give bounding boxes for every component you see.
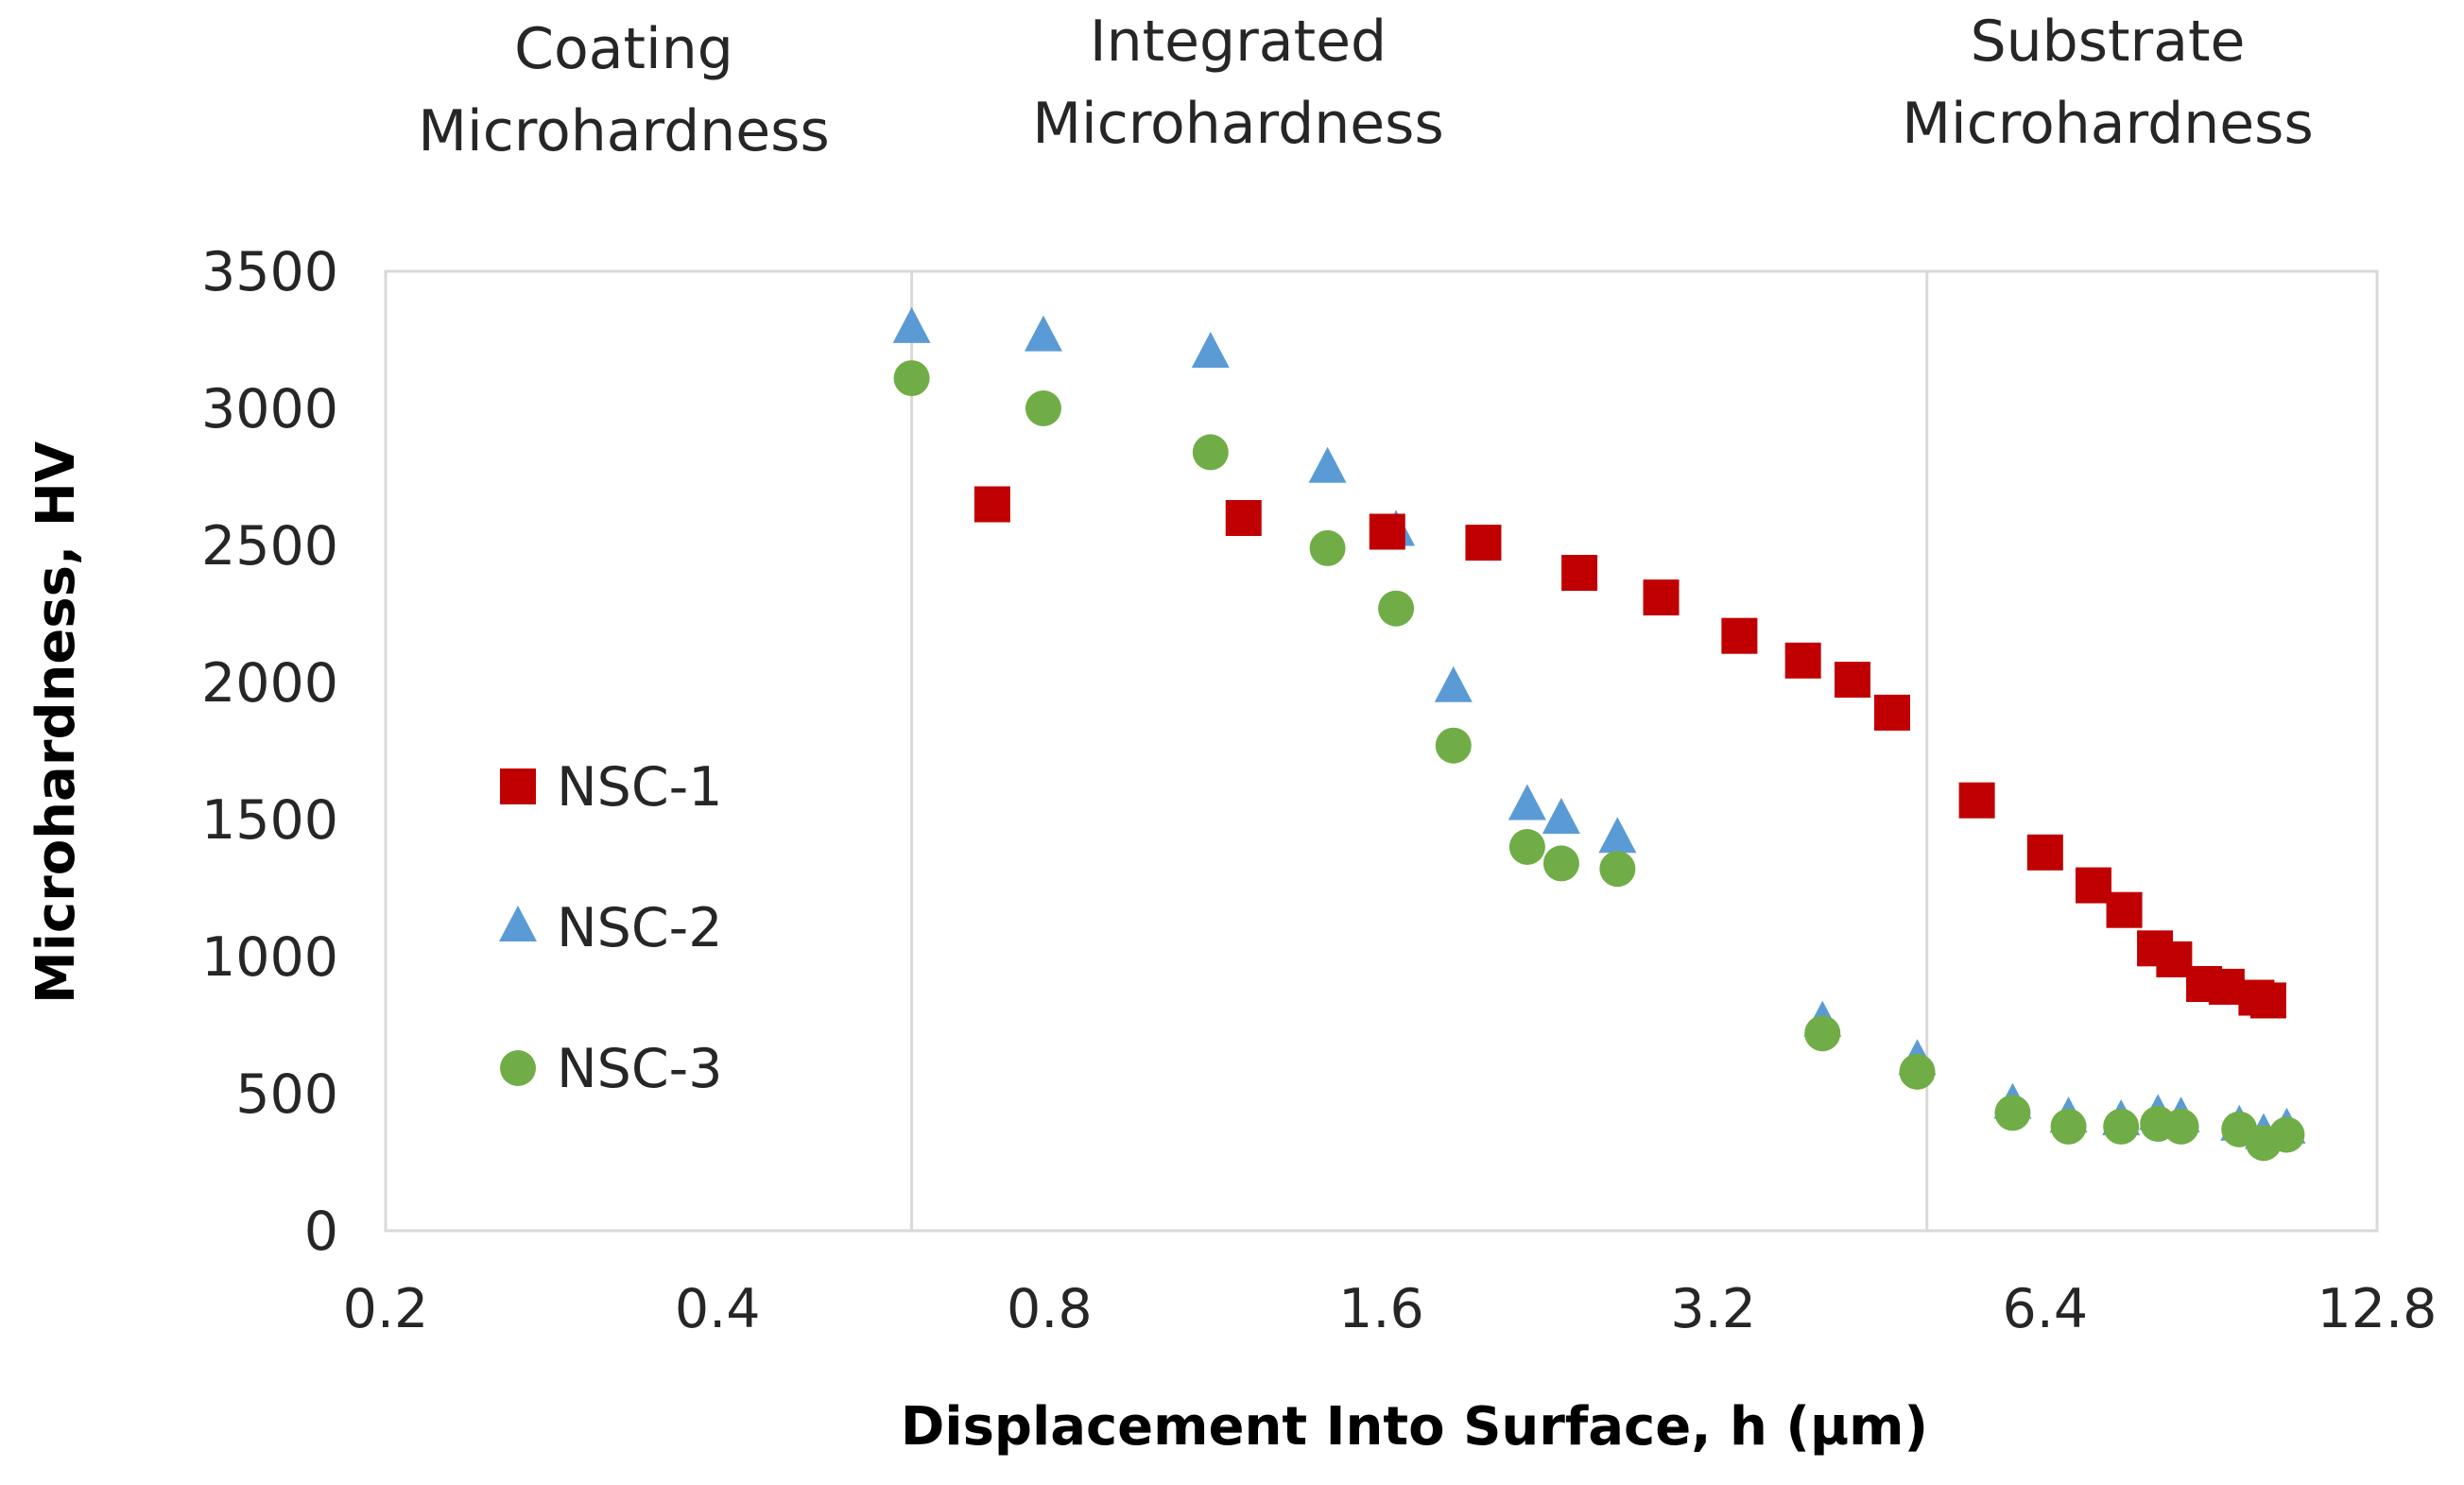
series-nsc-1 bbox=[974, 486, 2286, 1019]
data-point-nsc-3 bbox=[1994, 1095, 2031, 1131]
legend-item-nsc-1: NSC-1 bbox=[500, 756, 722, 819]
data-point-nsc-1 bbox=[1834, 662, 1870, 699]
legend-item-nsc-2: NSC-2 bbox=[499, 897, 722, 959]
region-label-line: Microhardness bbox=[1902, 91, 2313, 157]
circle-legend-marker bbox=[500, 1050, 536, 1086]
data-point-nsc-1 bbox=[1369, 513, 1405, 550]
data-point-nsc-3 bbox=[1309, 529, 1346, 566]
y-tick-label: 3500 bbox=[201, 241, 338, 303]
x-tick-label: 6.4 bbox=[2003, 1278, 2089, 1340]
data-point-nsc-1 bbox=[1561, 555, 1598, 591]
region-label-line: Microhardness bbox=[418, 98, 829, 164]
data-point-nsc-2 bbox=[1024, 315, 1062, 352]
y-tick-label: 1500 bbox=[201, 789, 338, 852]
data-point-nsc-2 bbox=[1434, 665, 1473, 702]
data-point-nsc-3 bbox=[2268, 1116, 2305, 1153]
data-point-nsc-2 bbox=[1542, 798, 1580, 834]
region-label-line: Coating bbox=[514, 16, 733, 82]
y-tick-label: 2500 bbox=[201, 515, 338, 578]
data-point-nsc-2 bbox=[1191, 332, 1230, 368]
region-divider-lines bbox=[910, 271, 1929, 1231]
data-point-nsc-3 bbox=[1542, 845, 1579, 882]
region-label-line: Integrated bbox=[1090, 9, 1387, 75]
data-point-nsc-1 bbox=[2106, 891, 2143, 928]
data-point-nsc-3 bbox=[2162, 1108, 2199, 1145]
series-nsc-2 bbox=[892, 306, 2306, 1149]
data-point-nsc-3 bbox=[1804, 1015, 1841, 1052]
legend-label: NSC-3 bbox=[557, 1038, 722, 1100]
data-point-nsc-1 bbox=[1874, 694, 1911, 731]
data-point-nsc-1 bbox=[1225, 500, 1262, 536]
square-legend-marker bbox=[500, 768, 536, 804]
data-point-nsc-2 bbox=[1308, 446, 1347, 483]
data-point-nsc-3 bbox=[1599, 851, 1636, 888]
x-tick-label: 0.2 bbox=[343, 1278, 429, 1340]
plot-border bbox=[384, 269, 2379, 1233]
legend: NSC-1 NSC-2 NSC-3 bbox=[499, 756, 722, 1100]
x-tick-label: 0.8 bbox=[1007, 1278, 1093, 1340]
data-point-nsc-1 bbox=[2249, 982, 2286, 1019]
data-point-nsc-3 bbox=[2050, 1108, 2087, 1145]
region-label-2: Integrated Microhardness bbox=[1032, 9, 1443, 157]
data-point-nsc-3 bbox=[1508, 829, 1545, 865]
data-point-nsc-3 bbox=[2103, 1108, 2140, 1145]
legend-item-nsc-3: NSC-3 bbox=[500, 1038, 722, 1100]
data-point-nsc-1 bbox=[1721, 617, 1758, 654]
y-tick-label: 1000 bbox=[201, 926, 338, 989]
region-label-line: Microhardness bbox=[1032, 91, 1443, 157]
data-point-nsc-1 bbox=[974, 486, 1010, 523]
x-tick-label: 1.6 bbox=[1338, 1278, 1424, 1340]
data-point-nsc-3 bbox=[1378, 590, 1415, 627]
y-tick-label: 500 bbox=[235, 1063, 338, 1126]
data-point-nsc-1 bbox=[1643, 579, 1680, 616]
x-axis-tick-labels: 0.2 0.4 0.8 1.6 3.2 6.4 12.8 bbox=[343, 1278, 2438, 1340]
data-point-nsc-1 bbox=[2026, 834, 2063, 871]
region-label-3: Substrate Microhardness bbox=[1902, 9, 2313, 157]
data-point-nsc-2 bbox=[1508, 784, 1546, 820]
data-point-nsc-3 bbox=[1899, 1053, 1936, 1090]
region-label-1: Coating Microhardness bbox=[418, 16, 829, 164]
region-label-line: Substrate bbox=[1971, 9, 2246, 75]
data-point-nsc-1 bbox=[1784, 642, 1821, 679]
y-axis-tick-labels: 0 500 1000 1500 2000 2500 3000 3500 bbox=[201, 241, 338, 1263]
data-point-nsc-2 bbox=[892, 306, 931, 343]
y-tick-label: 2000 bbox=[201, 652, 338, 715]
data-markers bbox=[892, 306, 2306, 1162]
legend-label: NSC-1 bbox=[557, 756, 722, 819]
data-point-nsc-3 bbox=[1435, 727, 1472, 764]
y-tick-label: 0 bbox=[304, 1200, 338, 1263]
legend-label: NSC-2 bbox=[557, 897, 722, 959]
data-point-nsc-2 bbox=[1598, 817, 1637, 854]
y-axis-title: Microhardness, HV bbox=[26, 440, 87, 1004]
x-tick-label: 3.2 bbox=[1670, 1278, 1756, 1340]
data-point-nsc-3 bbox=[1025, 390, 1061, 426]
y-tick-label: 3000 bbox=[201, 378, 338, 440]
x-axis-title: Displacement Into Surface, h (µm) bbox=[901, 1396, 1928, 1458]
x-tick-label: 12.8 bbox=[2318, 1278, 2438, 1340]
series-nsc-3 bbox=[893, 360, 2305, 1162]
data-point-nsc-1 bbox=[1958, 782, 1995, 819]
data-point-nsc-3 bbox=[1192, 434, 1229, 471]
data-point-nsc-3 bbox=[893, 360, 930, 397]
x-tick-label: 0.4 bbox=[675, 1278, 761, 1340]
region-labels: Coating Microhardness Integrated Microhardn… bbox=[418, 9, 2313, 164]
data-point-nsc-1 bbox=[2075, 867, 2111, 904]
data-point-nsc-1 bbox=[1465, 525, 1502, 561]
triangle-legend-marker bbox=[499, 906, 537, 941]
